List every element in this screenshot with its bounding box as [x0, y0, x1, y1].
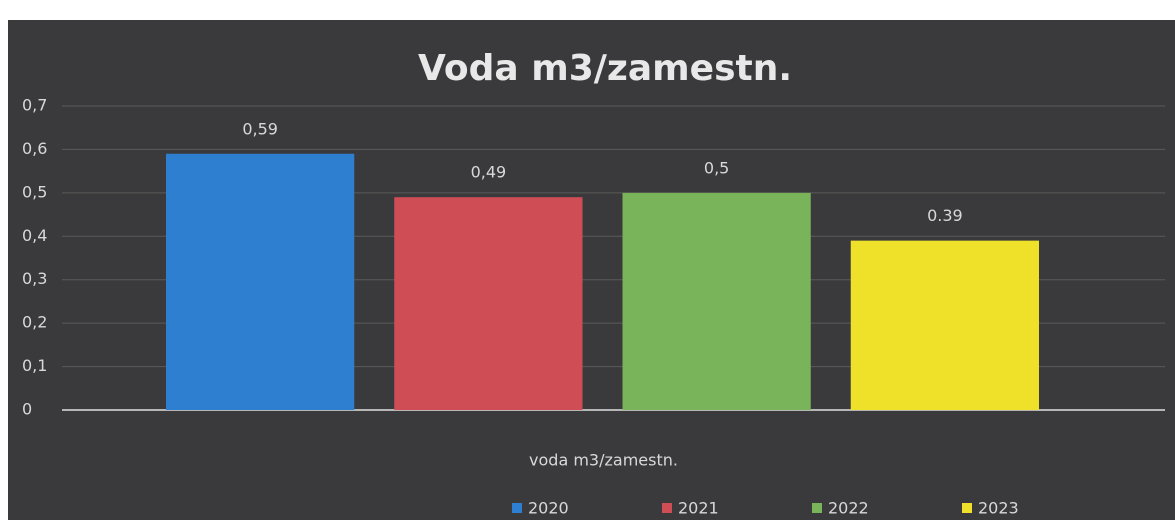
legend-swatch	[812, 503, 822, 513]
legend-label: 2023	[978, 499, 1019, 518]
y-tick-label: 0,6	[22, 139, 47, 158]
legend-label: 2020	[528, 499, 569, 518]
legend-label: 2022	[828, 499, 869, 518]
y-tick-label: 0,4	[22, 226, 47, 245]
y-tick-label: 0,5	[22, 182, 47, 201]
legend-swatch	[962, 503, 972, 513]
chart-title: Voda m3/zamestn.	[418, 48, 792, 89]
value-label: 0,49	[471, 163, 507, 182]
legend-swatch	[662, 503, 672, 513]
bar	[622, 192, 811, 410]
y-tick-label: 0,7	[22, 96, 47, 115]
value-label: 0.39	[927, 206, 963, 225]
value-label: 0,59	[242, 119, 278, 138]
y-tick-label: 0,2	[22, 313, 47, 332]
bar	[394, 197, 583, 410]
legend-label: 2021	[678, 499, 719, 518]
y-tick-label: 0,3	[22, 269, 47, 288]
value-label: 0,5	[704, 158, 729, 177]
legend-swatch	[512, 503, 522, 513]
bar	[166, 153, 355, 410]
y-tick-label: 0,1	[22, 356, 47, 375]
x-tick-label: voda m3/zamestn.	[529, 451, 678, 470]
bar	[850, 240, 1039, 410]
y-tick-label: 0	[22, 400, 32, 419]
